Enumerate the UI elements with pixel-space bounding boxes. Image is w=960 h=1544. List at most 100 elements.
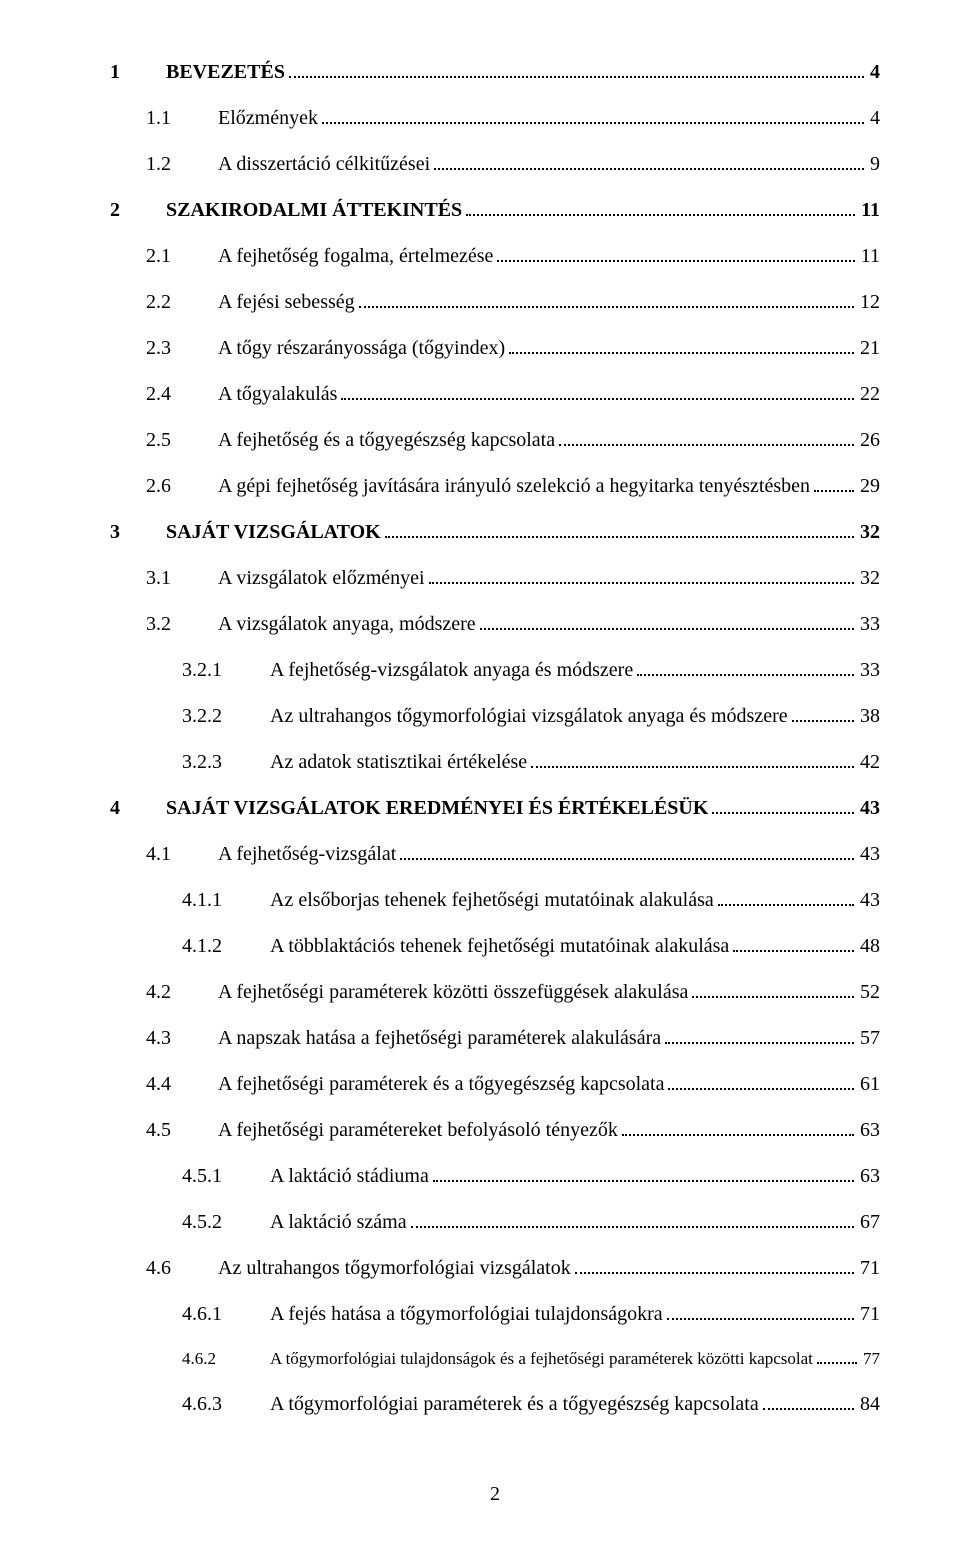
toc-leader — [559, 428, 854, 446]
toc-entry-title: A vizsgálatok anyaga, módszere — [218, 614, 476, 634]
toc-leader — [385, 520, 854, 538]
toc-entry-title: A fejhetőség-vizsgálatok anyaga és módsz… — [270, 660, 633, 680]
toc-leader — [433, 1164, 854, 1182]
toc-entry-number: 4.5.1 — [182, 1166, 270, 1186]
toc-entry-title: SAJÁT VIZSGÁLATOK — [166, 522, 381, 542]
toc-entry-title: A vizsgálatok előzményei — [218, 568, 425, 588]
toc-entry-page: 43 — [858, 798, 880, 818]
toc-entry-title: Az ultrahangos tőgymorfológiai vizsgálat… — [270, 706, 788, 726]
toc-entry-page: 63 — [858, 1166, 880, 1186]
toc-leader — [411, 1210, 854, 1228]
toc-leader — [575, 1256, 854, 1274]
toc-leader — [763, 1392, 854, 1410]
toc-entry-title: A tőgyalakulás — [218, 384, 337, 404]
toc-leader — [622, 1118, 854, 1136]
toc-entry: 4.1A fejhetőség-vizsgálat43 — [146, 842, 880, 864]
toc-entry: 2.2A fejési sebesség 12 — [146, 290, 880, 312]
toc-entry: 3.1A vizsgálatok előzményei 32 — [146, 566, 880, 588]
toc-entry: 2.1A fejhetőség fogalma, értelmezése11 — [146, 244, 880, 266]
toc-entry-title: A laktáció száma — [270, 1212, 407, 1232]
toc-entry-page: 32 — [858, 522, 880, 542]
toc-entry-number: 4.5.2 — [182, 1212, 270, 1232]
toc-entry-title: Előzmények — [218, 108, 318, 128]
toc-entry-number: 3.2.2 — [182, 706, 270, 726]
toc-leader — [434, 152, 864, 170]
toc-entry: 3.2.2Az ultrahangos tőgymorfológiai vizs… — [182, 704, 880, 726]
toc-entry-page: 63 — [858, 1120, 880, 1140]
toc-entry-title: A laktáció stádiuma — [270, 1166, 429, 1186]
toc-entry-page: 38 — [858, 706, 880, 726]
toc-leader — [733, 934, 854, 952]
toc-entry-number: 4.4 — [146, 1074, 218, 1094]
toc-entry-number: 3.2.1 — [182, 660, 270, 680]
toc-entry-page: 42 — [858, 752, 880, 772]
toc-entry-number: 4.6 — [146, 1258, 218, 1278]
toc-leader — [341, 382, 854, 400]
toc-leader — [429, 566, 854, 584]
toc-entry-number: 2.2 — [146, 292, 218, 312]
toc-entry-page: 67 — [858, 1212, 880, 1232]
toc-entry: 3.2A vizsgálatok anyaga, módszere 33 — [146, 612, 880, 634]
toc-entry-title: A fejhetőségi paraméterek közötti összef… — [218, 982, 688, 1002]
toc-entry-page: 43 — [858, 844, 880, 864]
toc-entry-title: A fejési sebesség — [218, 292, 355, 312]
toc-entry-title: A többlaktációs tehenek fejhetőségi muta… — [270, 936, 729, 956]
toc-entry-number: 3.2.3 — [182, 752, 270, 772]
toc-entry-number: 1.2 — [146, 154, 218, 174]
toc-entry: 4.6.3A tőgymorfológiai paraméterek és a … — [182, 1392, 880, 1414]
toc-entry: 4.1.1Az elsőborjas tehenek fejhetőségi m… — [182, 888, 880, 910]
page-number: 2 — [110, 1484, 880, 1504]
toc-entry: 1.2A disszertáció célkitűzései9 — [146, 152, 880, 174]
toc-entry-number: 4.6.2 — [182, 1350, 270, 1367]
toc-entry-title: A fejhetőségi paraméterek és a tőgyegész… — [218, 1074, 664, 1094]
toc-entry-page: 71 — [858, 1258, 880, 1278]
toc-entry: 4.3A napszak hatása a fejhetőségi paramé… — [146, 1026, 880, 1048]
toc-entry-number: 4 — [110, 798, 166, 818]
toc-entry-title: A napszak hatása a fejhetőségi paraméter… — [218, 1028, 661, 1048]
toc-entry-title: Az adatok statisztikai értékelése — [270, 752, 527, 772]
toc-leader — [400, 842, 854, 860]
toc-entry: 2.4A tőgyalakulás22 — [146, 382, 880, 404]
toc-entry: 2.6A gépi fejhetőség javítására irányuló… — [146, 474, 880, 496]
toc-entry-number: 4.2 — [146, 982, 218, 1002]
toc-leader — [817, 1348, 857, 1364]
toc-entry-page: 4 — [868, 108, 880, 128]
toc-entry-number: 4.1 — [146, 844, 218, 864]
toc-entry-number: 1 — [110, 62, 166, 82]
toc-entry-number: 4.5 — [146, 1120, 218, 1140]
toc-entry-number: 2.3 — [146, 338, 218, 358]
toc-entry-page: 61 — [858, 1074, 880, 1094]
toc-entry-number: 4.1.2 — [182, 936, 270, 956]
toc-entry-number: 3.2 — [146, 614, 218, 634]
toc-entry-number: 2.4 — [146, 384, 218, 404]
toc-leader — [792, 704, 854, 722]
toc-entry-page: 33 — [858, 660, 880, 680]
toc-entry-number: 2.6 — [146, 476, 218, 496]
toc-entry-title: Az ultrahangos tőgymorfológiai vizsgálat… — [218, 1258, 571, 1278]
toc-entry-page: 77 — [861, 1350, 880, 1367]
toc-entry-page: 52 — [858, 982, 880, 1002]
toc-entry-page: 12 — [858, 292, 880, 312]
toc-entry: 4.5.1A laktáció stádiuma 63 — [182, 1164, 880, 1186]
toc-entry-page: 21 — [858, 338, 880, 358]
toc-leader — [531, 750, 854, 768]
toc-leader — [712, 796, 854, 814]
toc-entry-page: 33 — [858, 614, 880, 634]
toc-leader — [322, 106, 864, 124]
toc-entry-title: SZAKIRODALMI ÁTTEKINTÉS — [166, 200, 462, 220]
toc-entry-page: 32 — [858, 568, 880, 588]
toc-entry-title: A fejés hatása a tőgymorfológiai tulajdo… — [270, 1304, 663, 1324]
toc-entry: 3.2.3Az adatok statisztikai értékelése 42 — [182, 750, 880, 772]
toc-entry: 2.3A tőgy részarányossága (tőgyindex)21 — [146, 336, 880, 358]
toc-leader — [497, 244, 854, 262]
toc-leader — [718, 888, 854, 906]
toc-leader — [667, 1302, 854, 1320]
toc-entry: 1BEVEZETÉS4 — [110, 60, 880, 82]
toc-entry-page: 11 — [859, 200, 880, 220]
toc-entry: 4.2A fejhetőségi paraméterek közötti öss… — [146, 980, 880, 1002]
toc-leader — [668, 1072, 854, 1090]
toc-entry: 2.5A fejhetőség és a tőgyegészség kapcso… — [146, 428, 880, 450]
toc-entry-number: 3 — [110, 522, 166, 542]
toc-entry-page: 43 — [858, 890, 880, 910]
toc-entry-number: 3.1 — [146, 568, 218, 588]
